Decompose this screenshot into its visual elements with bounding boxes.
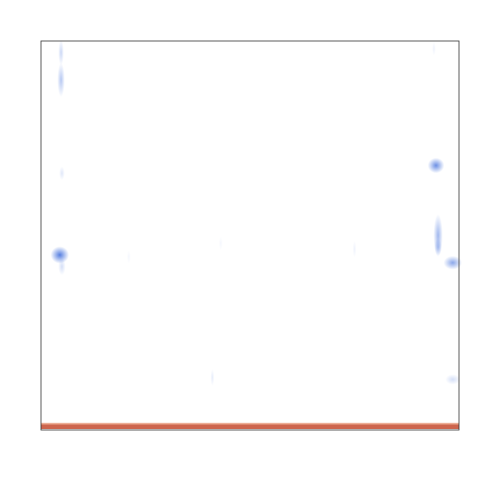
heatmap-bottom-band-edge <box>41 422 459 425</box>
heatmap-bottom-band <box>41 424 459 429</box>
heatmap-hotspot <box>59 166 65 181</box>
plot-frame <box>40 40 460 431</box>
heatmap-hotspot <box>427 157 445 174</box>
heatmap-hotspot <box>218 236 223 251</box>
heatmap-hotspot <box>58 39 64 66</box>
heatmap-hotspot <box>126 250 131 264</box>
heatmap-hotspot <box>58 258 66 276</box>
heatmap-cells <box>41 39 462 429</box>
heatmap-hotspot <box>210 368 215 387</box>
heatmap-hotspot <box>445 374 461 385</box>
heatmap-hotspot <box>432 41 436 56</box>
heatmap-hotspot <box>443 255 462 270</box>
heatmap-hotspot <box>50 246 70 264</box>
heatmap-hotspot <box>434 238 442 256</box>
plot-area <box>41 41 459 430</box>
heatmap-hotspot <box>57 62 65 98</box>
heatmap-hotspot <box>352 240 357 258</box>
